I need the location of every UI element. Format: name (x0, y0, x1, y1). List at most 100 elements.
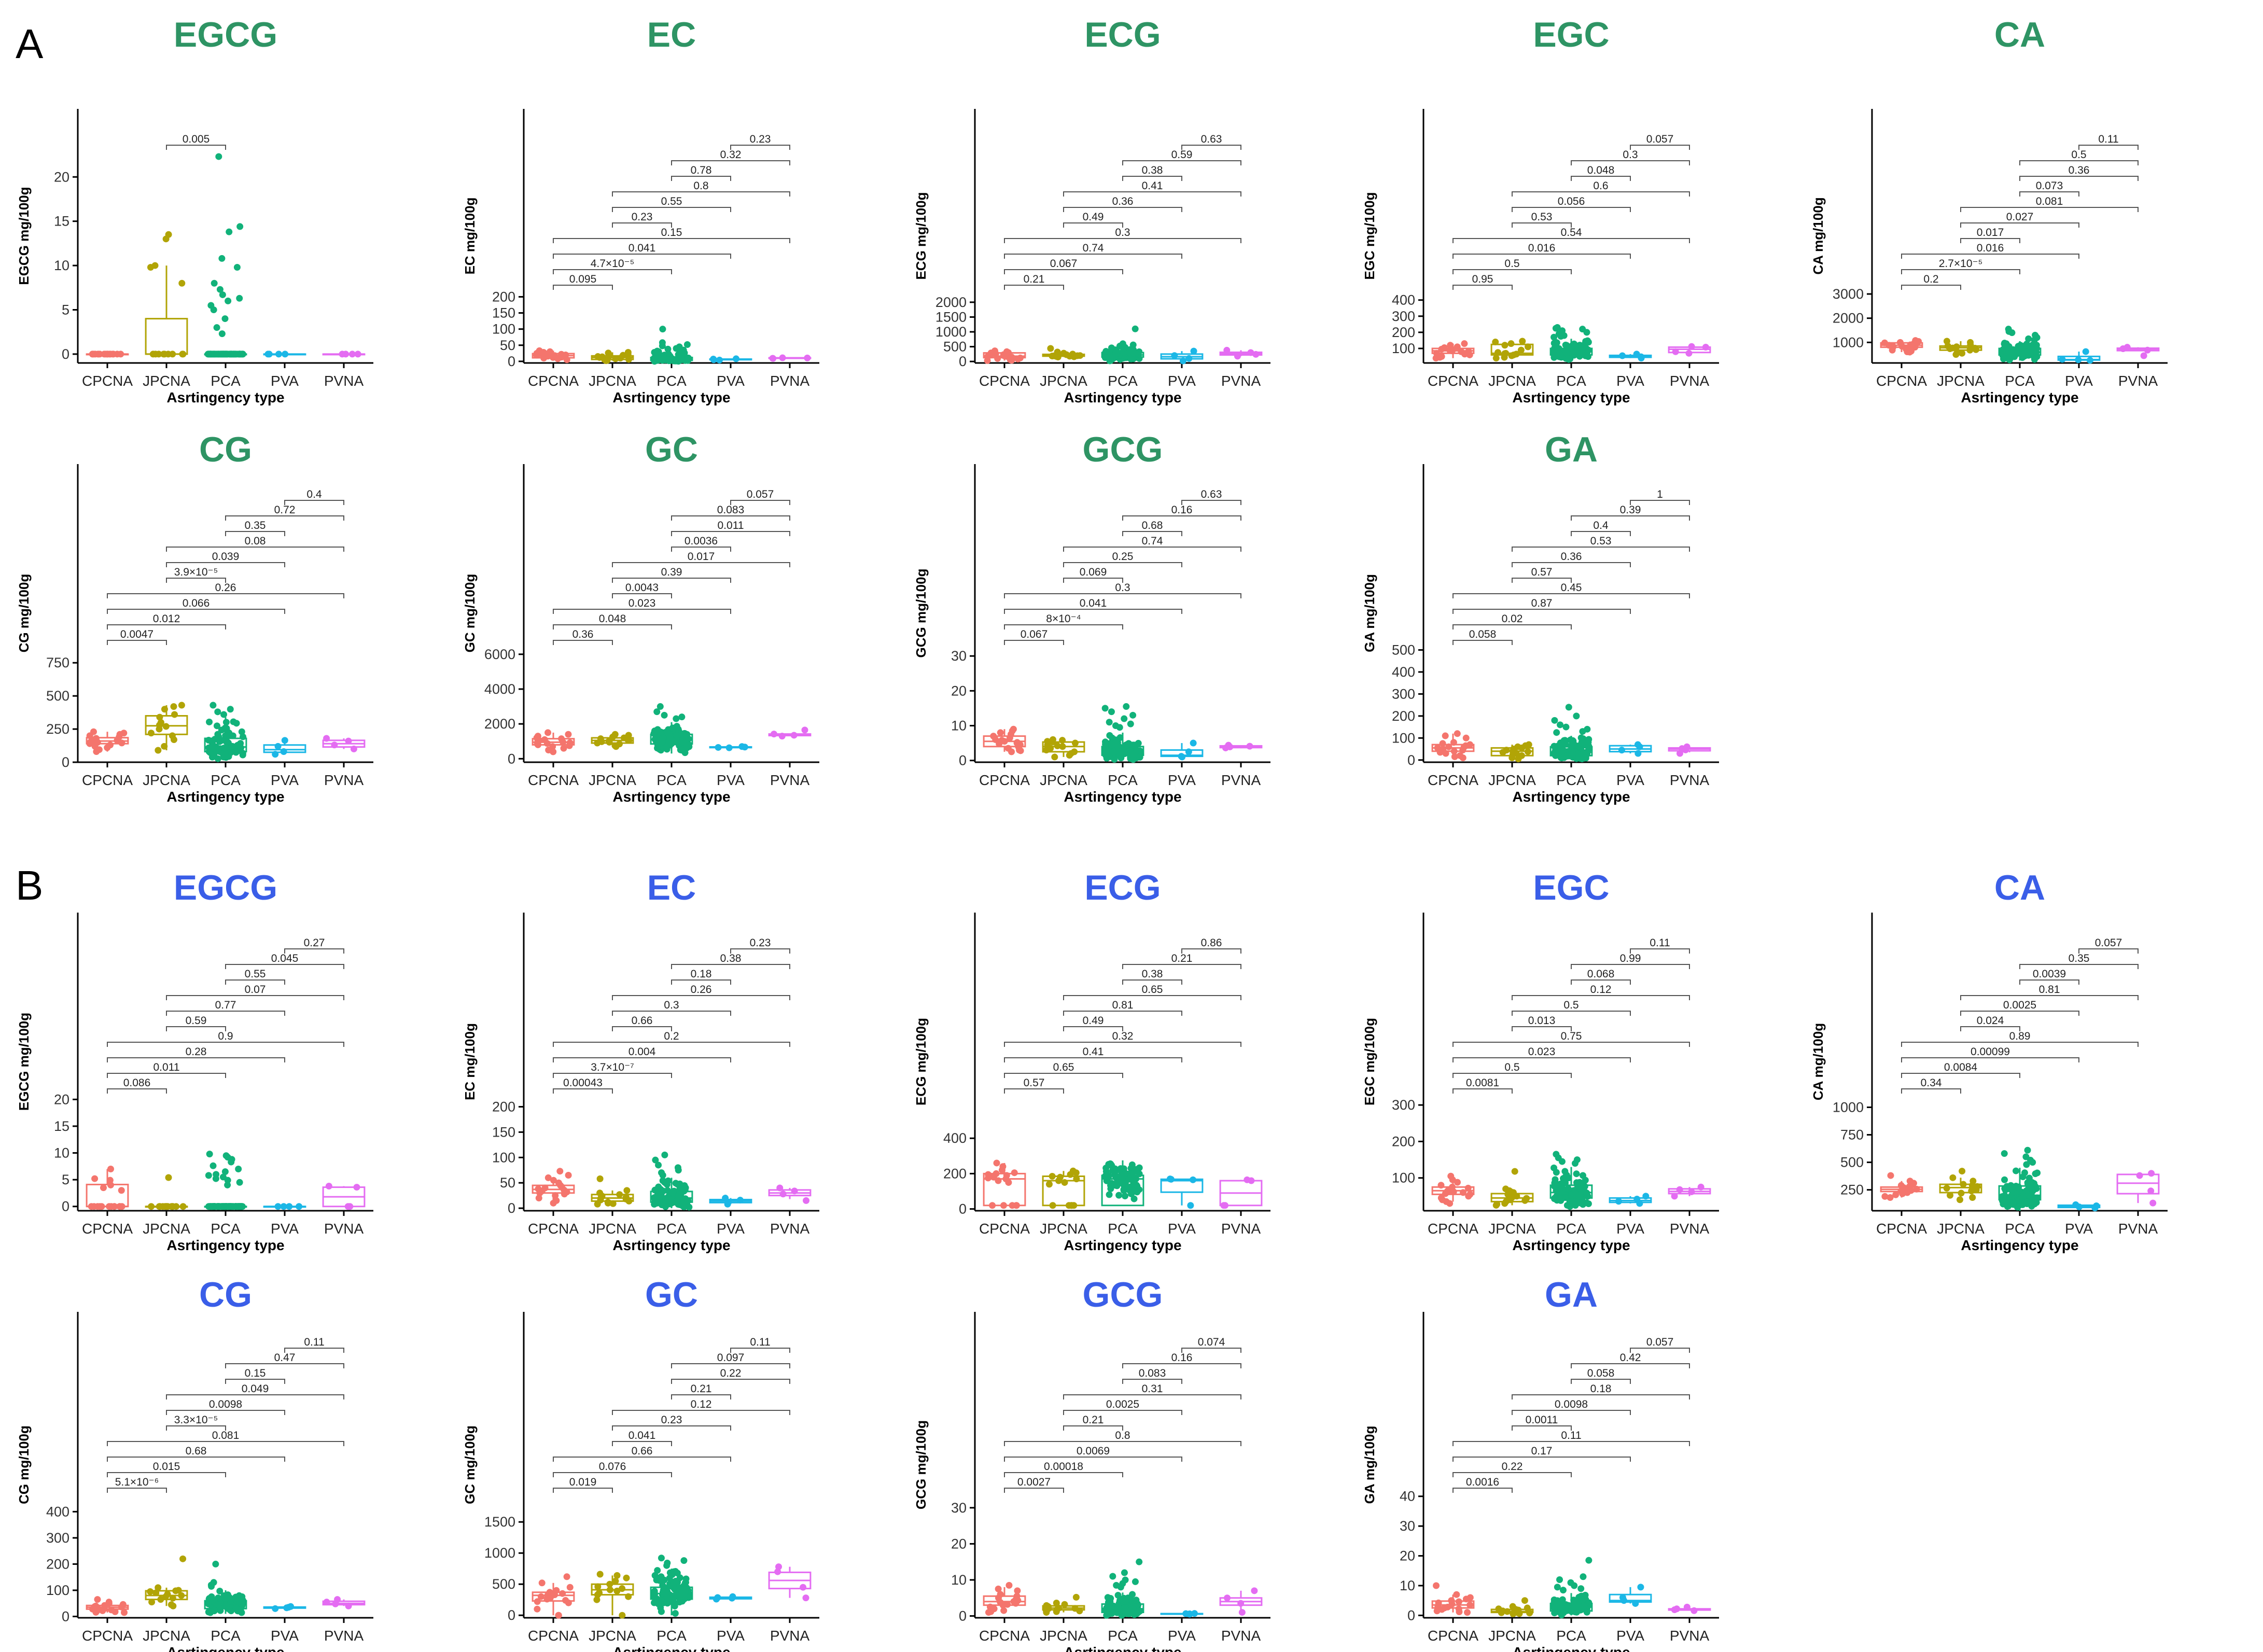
data-point (560, 745, 567, 752)
data-point (2023, 1161, 2030, 1168)
data-point (1508, 352, 1515, 359)
data-point (668, 1189, 676, 1196)
data-point (776, 1184, 784, 1192)
data-point (99, 1607, 106, 1614)
data-point (538, 1579, 546, 1587)
data-point (213, 351, 220, 358)
significance-bracket (1063, 191, 1241, 197)
data-point (1123, 703, 1130, 710)
data-point (2019, 1173, 2027, 1181)
data-point (1017, 747, 1024, 754)
chart-a-cg: CG 0 250 500 750 CG mg/100g CPCNA JPCNA PCA PVA PV… (16, 430, 373, 805)
data-point (2086, 357, 2093, 364)
data-point (669, 724, 676, 732)
significance-bracket (1004, 1457, 1182, 1462)
significance-bracket (1063, 547, 1241, 552)
data-point (208, 1593, 215, 1600)
data-point (741, 744, 748, 751)
data-point (214, 708, 221, 716)
data-point (216, 738, 223, 745)
significance-bracket (553, 1057, 731, 1062)
data-point (1109, 1167, 1116, 1174)
data-point (206, 718, 213, 725)
p-value-label: 0.041 (1080, 597, 1107, 609)
data-point (147, 264, 154, 271)
box-cpcna (532, 729, 575, 755)
data-point (170, 1602, 177, 1609)
p-value-label: 0.12 (691, 1398, 712, 1410)
p-value-label: 0.02 (1502, 613, 1523, 625)
data-point (1456, 1608, 1463, 1616)
p-value-label: 0.63 (1201, 488, 1222, 500)
significance-bracket (671, 547, 731, 552)
data-point (1067, 1171, 1074, 1178)
data-point (1636, 1200, 1643, 1207)
data-point (1185, 748, 1192, 755)
p-value-label: 0.058 (1587, 1367, 1615, 1379)
data-point (1191, 1610, 1198, 1617)
data-point (1189, 1176, 1196, 1183)
data-point (565, 1172, 572, 1179)
x-tick-label: PVNA (324, 772, 364, 788)
data-point (1959, 349, 1966, 357)
box-cpcna (532, 1573, 575, 1619)
p-value-label: 5.1×10⁻⁶ (115, 1476, 159, 1488)
p-value-label: 0.067 (1021, 628, 1048, 640)
x-tick-label: CPCNA (1428, 1628, 1478, 1644)
data-point (2004, 344, 2011, 352)
data-point (661, 1576, 668, 1584)
y-tick-label: 0 (959, 354, 967, 369)
box-pvna (1668, 343, 1711, 357)
data-point (683, 341, 691, 348)
data-point (272, 751, 279, 758)
y-tick-label: 1500 (935, 309, 967, 325)
x-tick-label: PVA (717, 1221, 745, 1237)
data-point (172, 1587, 179, 1594)
significance-bracket (612, 593, 672, 598)
data-point (1906, 348, 1913, 356)
data-point (205, 748, 213, 755)
data-point (1131, 741, 1138, 749)
data-point (211, 1607, 218, 1615)
y-tick-label: 0 (508, 354, 515, 369)
chart-title: ECG (1084, 15, 1161, 54)
x-tick-label: JPCNA (1040, 772, 1087, 788)
x-tick-label: JPCNA (143, 1628, 190, 1644)
significance-bracket (1960, 207, 2139, 212)
box-pva (1160, 1175, 1204, 1209)
data-point (537, 1593, 544, 1600)
data-point (1568, 1608, 1575, 1615)
data-point (226, 228, 233, 235)
box-jpcna (591, 1571, 634, 1619)
data-point (985, 1609, 992, 1616)
data-point (86, 732, 93, 739)
box-pvna (1219, 346, 1263, 360)
data-point (221, 1168, 229, 1175)
data-point (1461, 340, 1468, 347)
p-value-label: 0.21 (691, 1383, 712, 1395)
data-point (664, 345, 672, 353)
chart-title: GA (1545, 1275, 1598, 1314)
box-pvna (768, 726, 812, 740)
x-tick-label: JPCNA (143, 373, 190, 389)
data-point (540, 355, 548, 362)
box-cpcna (1880, 337, 1923, 356)
box-pvna (2116, 344, 2160, 359)
p-value-label: 0.073 (2036, 180, 2063, 192)
data-point (156, 713, 163, 721)
data-point (1557, 721, 1564, 729)
y-tick-label: 6000 (484, 647, 515, 662)
p-value-label: 0.36 (2069, 164, 2090, 176)
data-point (1564, 1185, 1572, 1192)
data-point (1571, 1582, 1578, 1589)
data-point (682, 735, 689, 743)
significance-bracket (1004, 285, 1064, 290)
data-point (984, 1174, 991, 1182)
significance-bracket (1512, 207, 1631, 212)
x-tick-label: JPCNA (1040, 1628, 1087, 1644)
data-point (215, 153, 222, 160)
significance-bracket (225, 979, 285, 985)
significance-bracket (1901, 269, 2020, 274)
data-point (1585, 1557, 1593, 1564)
p-value-label: 0.55 (245, 968, 266, 980)
